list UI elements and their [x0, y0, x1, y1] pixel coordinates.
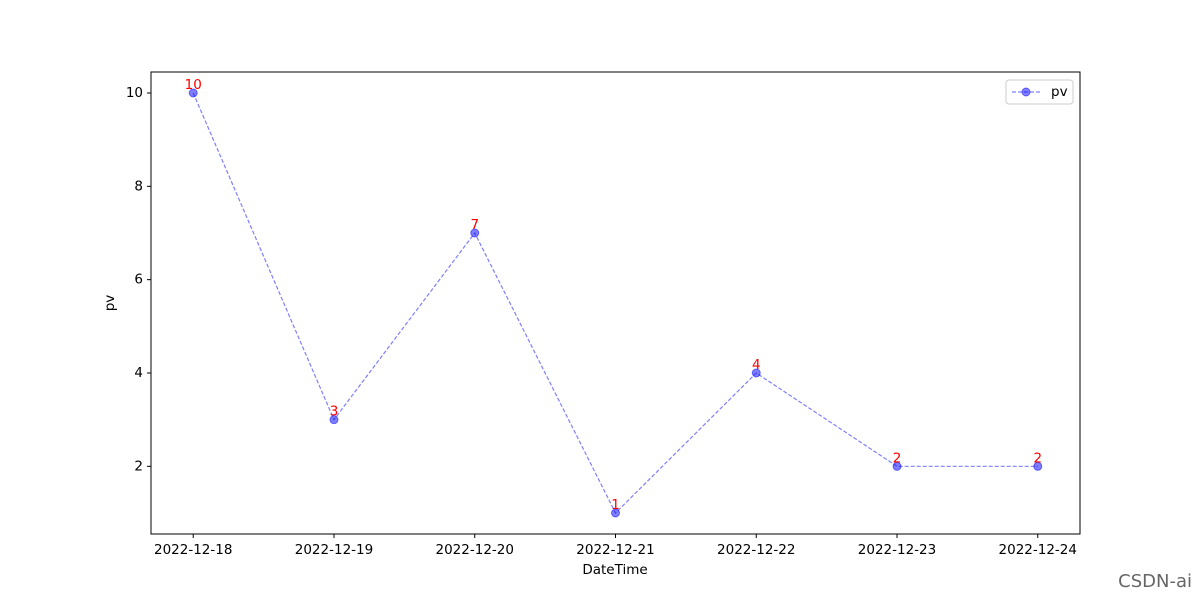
legend-label: pv — [1051, 84, 1068, 100]
data-label: 1 — [611, 497, 620, 513]
data-label: 3 — [330, 404, 339, 420]
x-tick-label: 2022-12-22 — [717, 542, 795, 558]
marker — [470, 228, 480, 238]
legend-marker — [1021, 87, 1031, 97]
y-tick-label: 2 — [134, 458, 143, 474]
marker — [892, 461, 902, 471]
x-tick-label: 2022-12-19 — [295, 542, 373, 558]
x-tick-label: 2022-12-23 — [858, 542, 936, 558]
x-tick-label: 2022-12-20 — [436, 542, 514, 558]
marker — [611, 508, 620, 518]
x-axis-label: DateTime — [582, 562, 647, 578]
watermark: CSDN-ai — [1118, 571, 1192, 592]
y-tick-label: 10 — [126, 85, 143, 101]
line — [192, 92, 1038, 515]
marker — [329, 415, 339, 425]
marker — [1033, 461, 1043, 471]
data-label: 2 — [1033, 450, 1042, 466]
y-tick-label: 6 — [134, 272, 143, 288]
data-label: 2 — [893, 450, 902, 466]
x-tick-label: 2022-12-24 — [999, 542, 1077, 558]
y-tick-label: 4 — [134, 365, 143, 381]
marker — [751, 368, 761, 378]
x-tick-label: 2022-12-21 — [576, 542, 654, 558]
data-label: 10 — [185, 77, 202, 93]
x-tick-label: 2022-12-18 — [154, 542, 232, 558]
marker — [188, 88, 198, 98]
y-tick-label: 8 — [134, 178, 143, 194]
data-label: 4 — [752, 357, 761, 373]
data-label: 7 — [470, 217, 479, 233]
plot-frame — [150, 71, 1081, 535]
y-axis-label: pv — [102, 295, 118, 312]
